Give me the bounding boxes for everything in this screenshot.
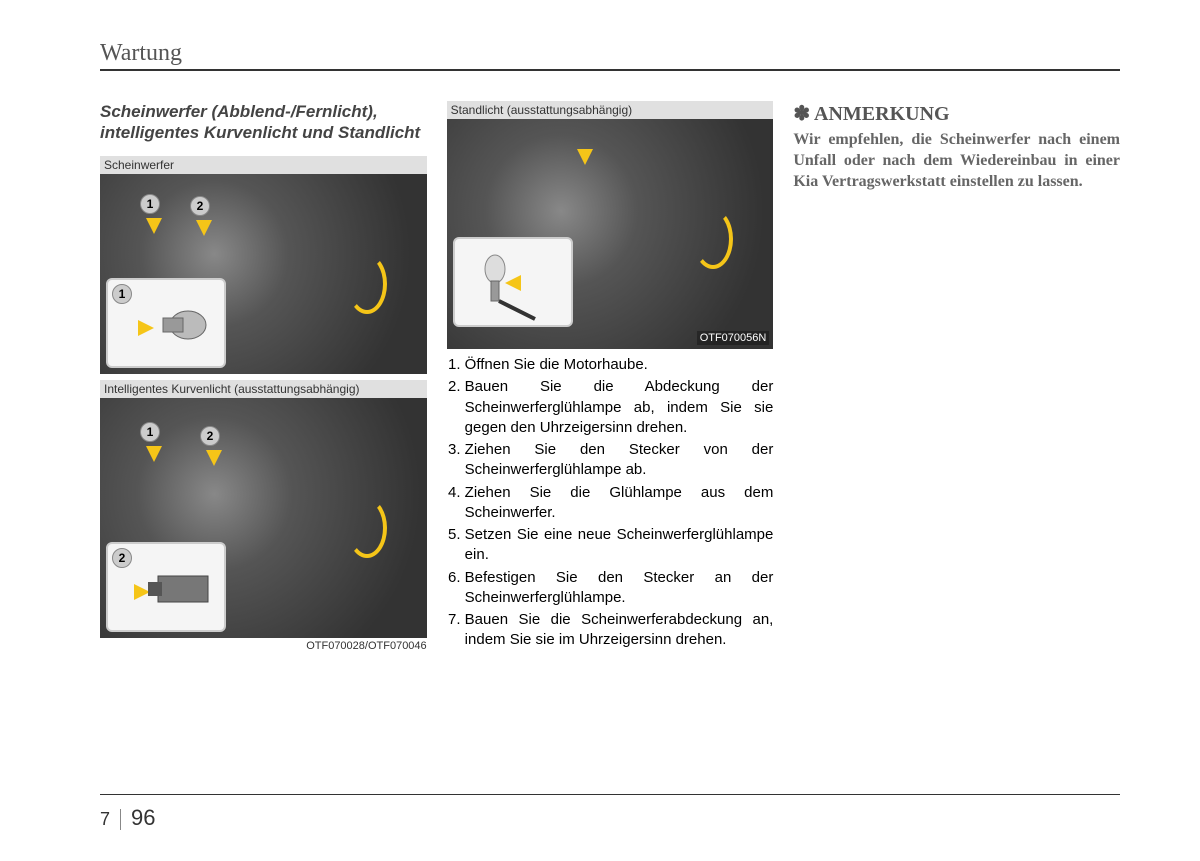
figure1-callout-2: 2 [190, 196, 210, 216]
footer-rule [100, 794, 1120, 795]
figure1-inset: 1 [106, 278, 226, 368]
figure1-callout-1: 1 [140, 194, 160, 214]
column-left: Scheinwerfer (Abblend-/Fernlicht), intel… [100, 101, 427, 658]
figure12-code: OTF070028/OTF070046 [100, 640, 427, 652]
figure3-standlicht: OTF070056N [447, 119, 774, 349]
figure2-kurvenlicht: 1 2 2 [100, 398, 427, 638]
note-symbol: ✽ [793, 103, 810, 125]
content-columns: Scheinwerfer (Abblend-/Fernlicht), intel… [100, 101, 1120, 658]
step-3: Ziehen Sie den Stecker von der Scheinwer… [465, 440, 774, 481]
figure2-rotate-arc [347, 498, 387, 558]
figure2-arrow-2 [206, 450, 222, 466]
page-footer: 7 96 [100, 805, 156, 831]
figure3-caption: Standlicht (ausstattungsabhängig) [447, 101, 774, 119]
figure2-arrow-1 [146, 446, 162, 462]
figure3-inset [453, 237, 573, 327]
step-2: Bauen Sie die Abdeckung der Scheinwerfer… [465, 377, 774, 438]
figure2-callout-2: 2 [200, 426, 220, 446]
column-middle: Standlicht (ausstattungsabhängig) OTF070… [447, 101, 774, 658]
figure3-arrow-down [577, 149, 593, 165]
left-subheading: Scheinwerfer (Abblend-/Fernlicht), intel… [100, 101, 427, 144]
step-4: Ziehen Sie die Glühlampe aus dem Scheinw… [465, 483, 774, 524]
section-header: Wartung [100, 40, 1120, 71]
step-1: Öffnen Sie die Motorhaube. [465, 355, 774, 375]
figure2-caption: Intelligentes Kurvenlicht (ausstattungsa… [100, 380, 427, 398]
figure1-rotate-arc [347, 254, 387, 314]
note-body: Wir empfehlen, die Scheinwerfer nach ein… [793, 130, 1120, 192]
manual-page: Wartung Scheinwerfer (Abblend-/Fernlicht… [0, 0, 1200, 678]
figure1-scheinwerfer: 1 2 1 [100, 174, 427, 374]
connector-icon [108, 544, 228, 634]
note-title: ANMERKUNG [814, 103, 950, 125]
column-right: ✽ ANMERKUNG Wir empfehlen, die Scheinwer… [793, 101, 1120, 658]
step-5: Setzen Sie eine neue Scheinwerferglühlam… [465, 525, 774, 566]
figure1-arrow-2 [196, 220, 212, 236]
figure3-code: OTF070056N [697, 331, 770, 345]
figure1-arrow-1 [146, 218, 162, 234]
step-6: Befestigen Sie den Stecker an der Schein… [465, 568, 774, 609]
figure1-caption: Scheinwerfer [100, 156, 427, 174]
bulb-icon [108, 280, 228, 370]
figure2-inset: 2 [106, 542, 226, 632]
footer-chapter: 7 [100, 809, 121, 830]
figure2-callout-1: 1 [140, 422, 160, 442]
instruction-list: Öffnen Sie die Motorhaube. Bauen Sie die… [447, 355, 774, 651]
footer-page-number: 96 [131, 805, 155, 831]
step-7: Bauen Sie die Scheinwerferab­deckung an,… [465, 610, 774, 651]
small-bulb-icon [455, 239, 575, 329]
note-heading: ✽ ANMERKUNG [793, 101, 1120, 126]
